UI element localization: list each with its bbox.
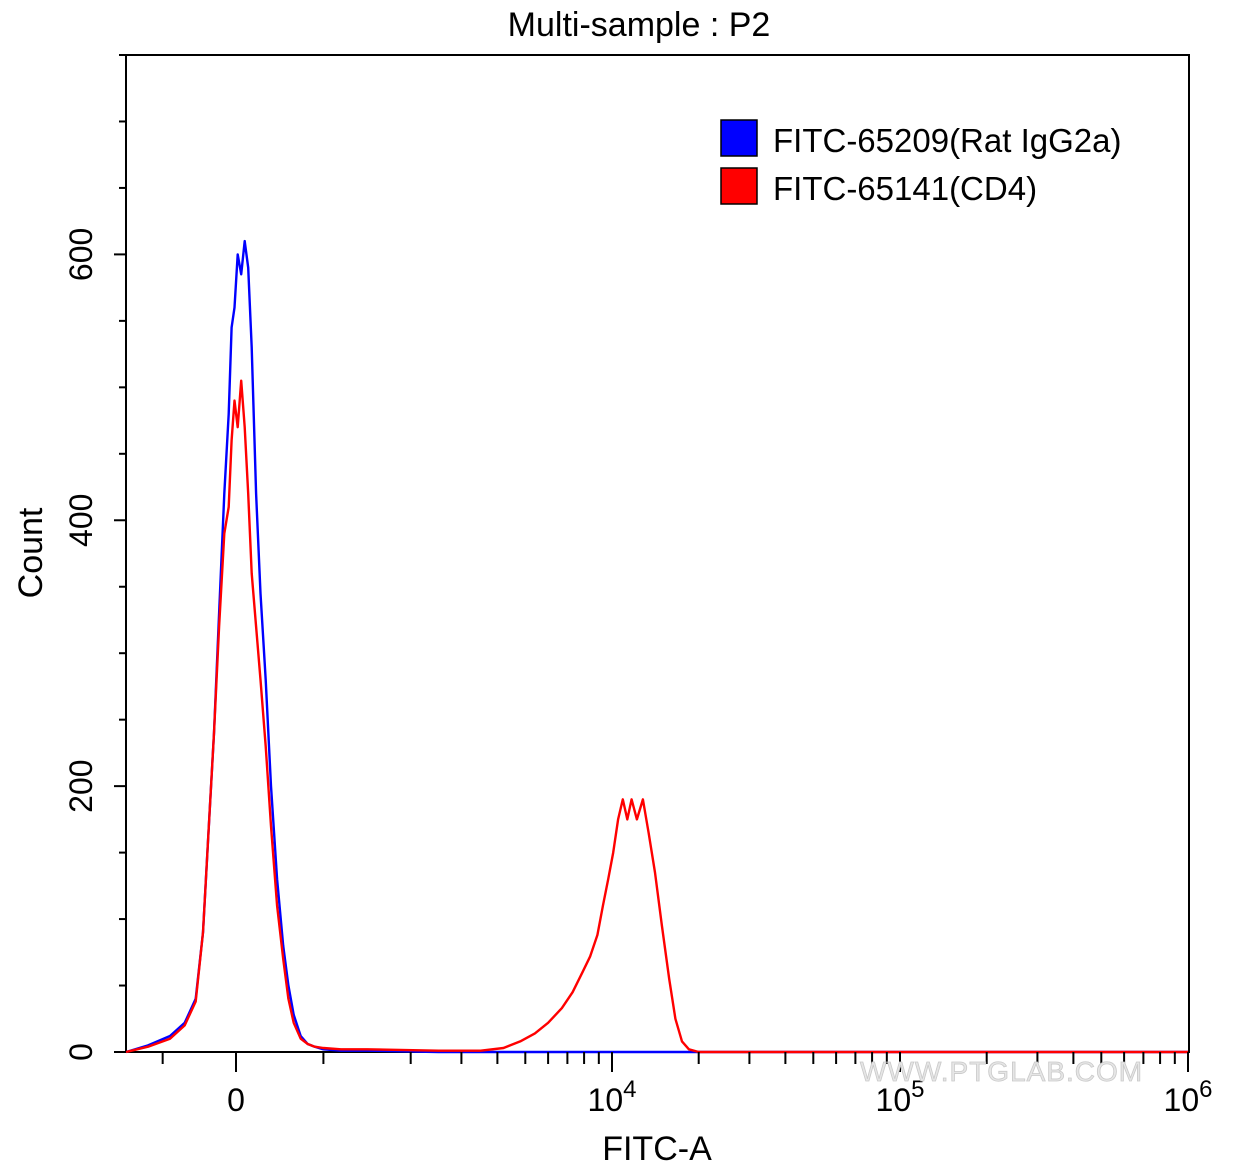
- y-axis-title: Count: [12, 507, 50, 598]
- legend-swatch-rat-igg2a: [720, 119, 758, 157]
- x-axis: 0 104 105 106: [161, 1052, 1212, 1118]
- legend-label-cd4: FITC-65141(CD4): [773, 170, 1037, 207]
- y-tick-label: 200: [63, 759, 99, 812]
- legend-swatch-cd4: [720, 167, 758, 205]
- legend: FITC-65209(Rat IgG2a) FITC-65141(CD4): [720, 119, 1121, 207]
- y-tick-label: 400: [63, 494, 99, 547]
- x-tick-label: 0: [227, 1082, 245, 1118]
- series-layer: [125, 239, 1188, 1054]
- y-axis: 0 200 400 600: [63, 54, 126, 1061]
- y-tick-label: 0: [63, 1043, 99, 1061]
- series-line-1: [125, 379, 1188, 1054]
- watermark-text: WWW.PTGLAB.COM: [860, 1056, 1143, 1087]
- legend-label-rat-igg2a: FITC-65209(Rat IgG2a): [773, 122, 1121, 159]
- y-tick-label: 600: [63, 228, 99, 281]
- x-axis-title: FITC-A: [602, 1130, 712, 1168]
- chart-title: Multi-sample : P2: [508, 6, 771, 44]
